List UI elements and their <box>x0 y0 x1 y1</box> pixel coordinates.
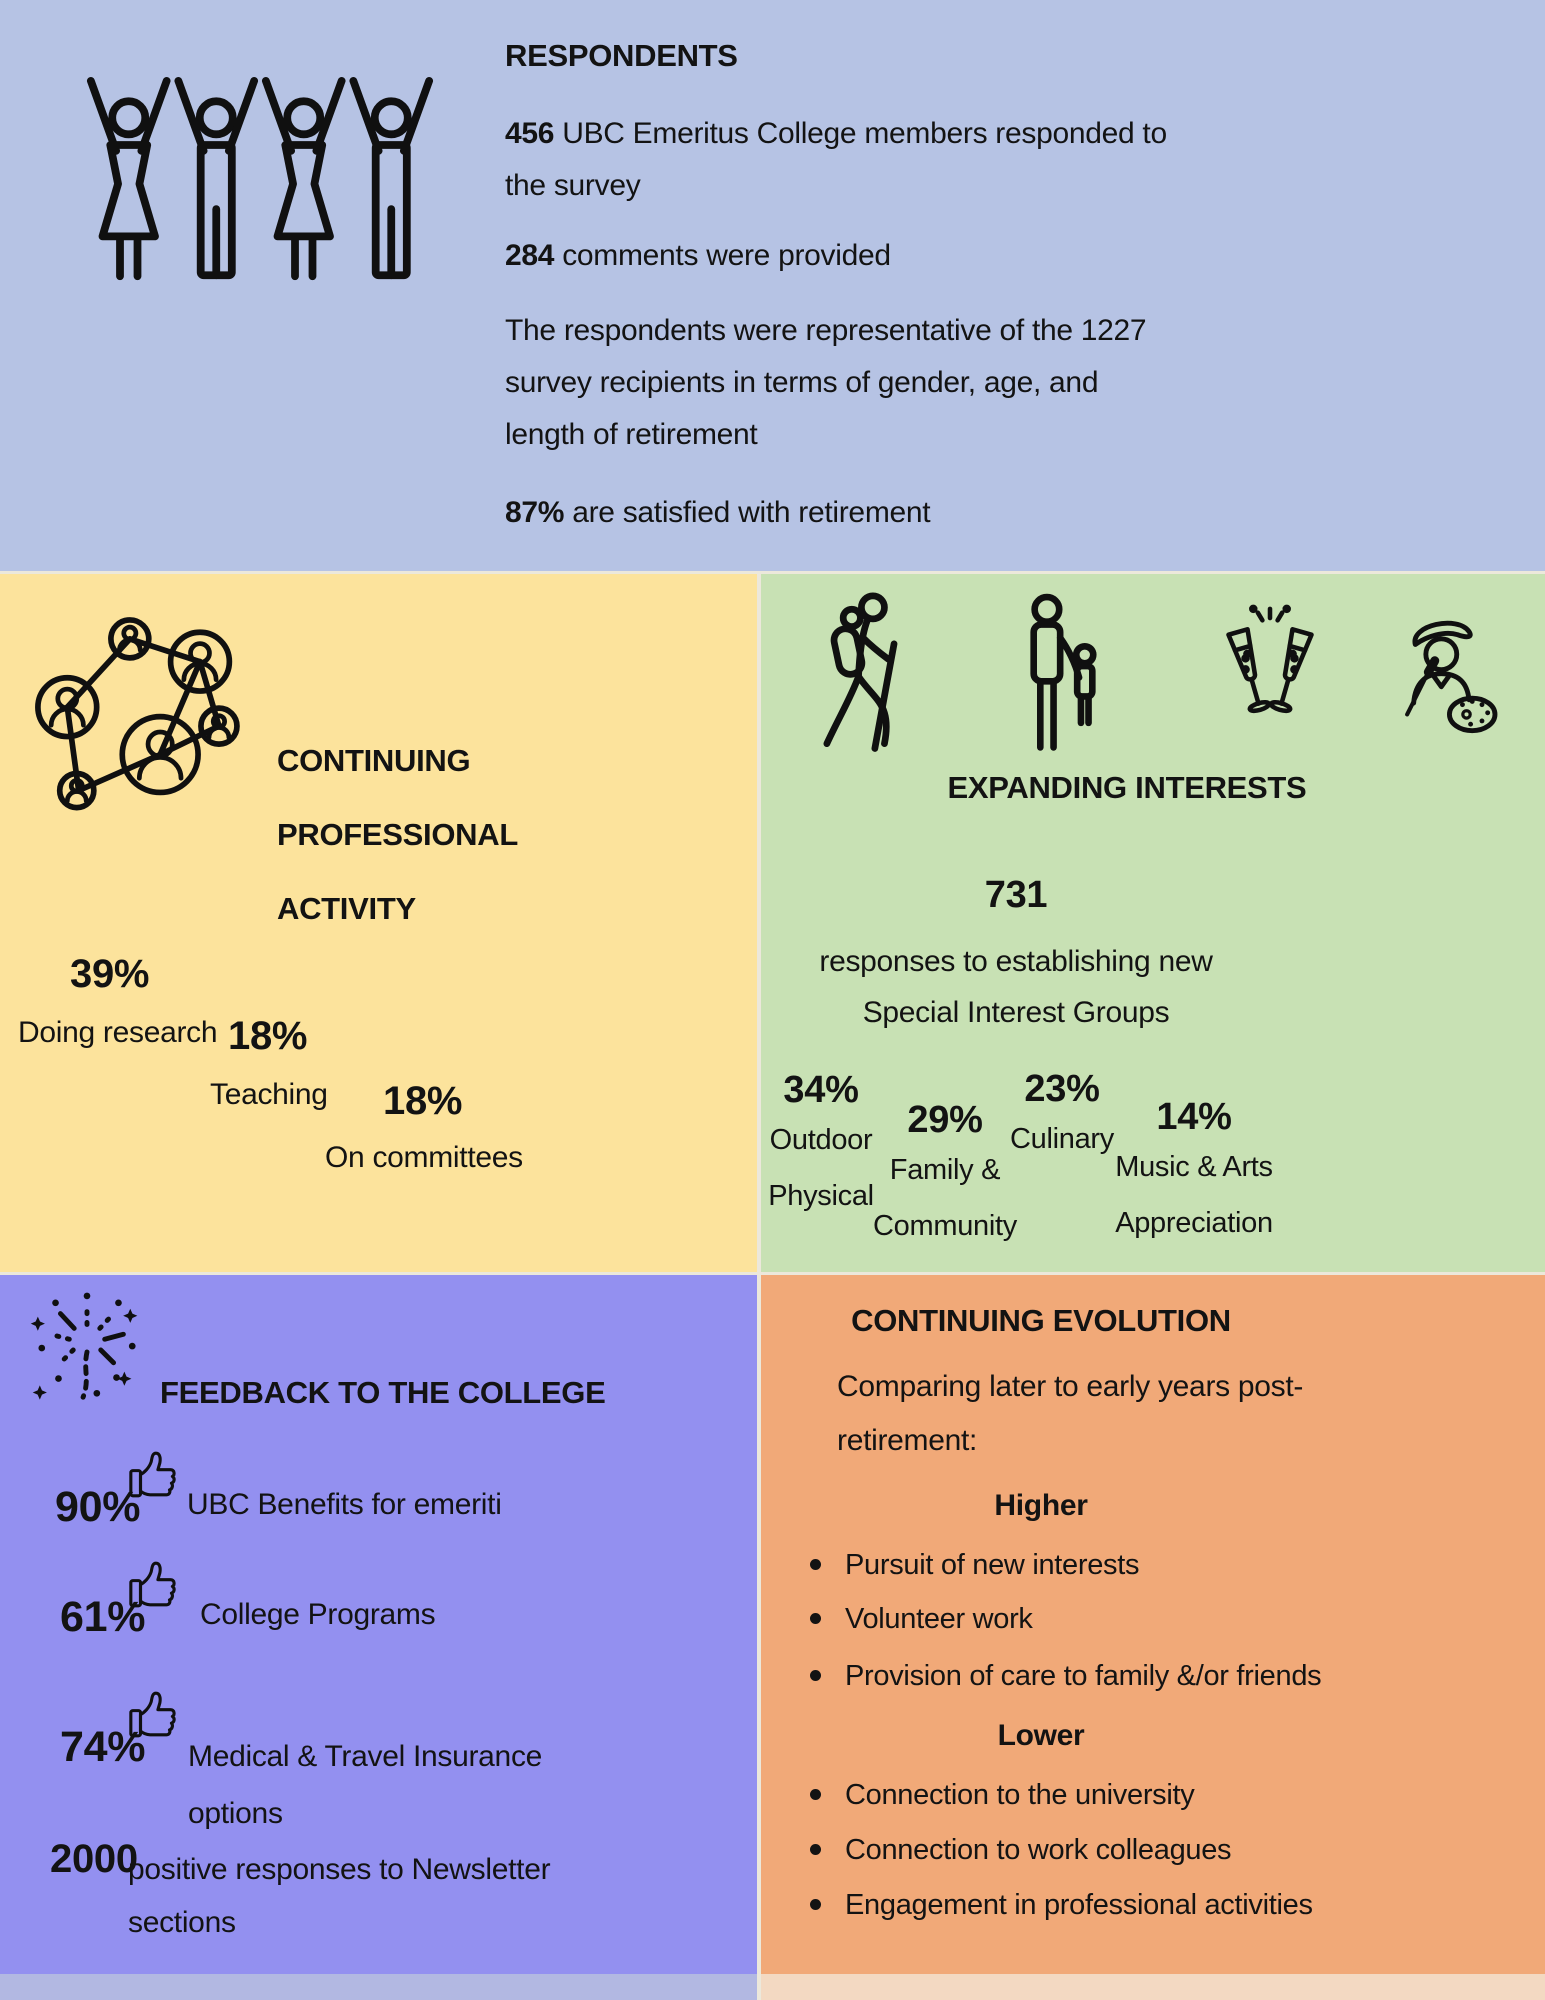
committees-percent: 18% <box>383 1079 463 1123</box>
network-people-icon <box>18 610 240 811</box>
professional-title: CONTINUING PROFESSIONAL ACTIVITY <box>277 724 518 946</box>
evolution-section: CONTINUING EVOLUTION Comparing later to … <box>761 1275 1545 2000</box>
bullet-text: Provision of care to family &/or friends <box>845 1660 1322 1692</box>
parent-child-icon <box>1011 593 1115 760</box>
bullet-text: Connection to the university <box>845 1779 1195 1811</box>
stat-text: The respondents were representative of t… <box>505 314 1147 451</box>
title-line: CONTINUING <box>277 743 471 778</box>
stat-value: 87% <box>505 496 565 529</box>
label-line: Music & Arts <box>1115 1151 1273 1183</box>
bullet-text: Pursuit of new interests <box>845 1549 1140 1581</box>
stat-label: Outdoor Physical <box>736 1112 906 1224</box>
evolution-intro: Comparing later to early years post-reti… <box>837 1370 1304 1457</box>
hiker-icon <box>813 592 929 760</box>
higher-item: Provision of care to family &/or friends <box>810 1656 1530 1696</box>
thumbs-up-icon <box>126 1687 184 1742</box>
headline-line: responses to establishing new <box>819 945 1213 978</box>
benefits-percent: 90% <box>55 1483 141 1531</box>
stat-value: 34% <box>783 1069 859 1111</box>
stat-label: Music & Arts Appreciation <box>1094 1139 1294 1251</box>
committees-label: On committees <box>325 1141 523 1174</box>
label-line: Family & <box>889 1154 1001 1186</box>
painter-icon <box>1386 602 1508 752</box>
respondents-stat-comments: 284 comments were provided <box>505 230 1185 282</box>
bullet-icon <box>810 1844 821 1855</box>
bullet-icon <box>810 1670 821 1681</box>
bullet-text: Engagement in professional activities <box>845 1889 1313 1921</box>
label-line: Outdoor <box>769 1124 873 1156</box>
bullet-text: Connection to work colleagues <box>845 1834 1232 1866</box>
insurance-label: Medical & Travel Insurance options <box>188 1740 543 1830</box>
stat-value: 29% <box>907 1099 983 1141</box>
label-line: Culinary <box>1010 1123 1114 1155</box>
interest-stat-music: 14% Music & Arts Appreciation <box>1094 1096 1294 1251</box>
stat-value: 14% <box>1156 1096 1232 1138</box>
interests-headline-value: 731 <box>984 874 1048 916</box>
stat-value: 456 <box>505 117 555 150</box>
lower-item: Connection to work colleagues <box>810 1830 1530 1870</box>
evolution-title: CONTINUING EVOLUTION <box>851 1303 1231 1338</box>
bullet-icon <box>810 1559 821 1570</box>
label-line: Community <box>873 1210 1017 1242</box>
interests-title: EXPANDING INTERESTS <box>947 770 1307 805</box>
stat-text: UBC Emeritus College members responded t… <box>505 117 1167 202</box>
professional-activity-section: CONTINUING PROFESSIONAL ACTIVITY 39% Doi… <box>0 574 757 1272</box>
higher-item: Pursuit of new interests <box>810 1545 1530 1585</box>
lower-item: Engagement in professional activities <box>810 1885 1530 1925</box>
title-line: ACTIVITY <box>277 891 416 926</box>
bullet-icon <box>810 1789 821 1800</box>
research-label: Doing research <box>18 1016 218 1049</box>
label-line: Physical <box>768 1180 874 1212</box>
page-edge-fade-right <box>761 1974 1545 2000</box>
expanding-interests-section: EXPANDING INTERESTS 731 responses to est… <box>761 574 1545 1272</box>
lower-label: Lower <box>997 1719 1085 1752</box>
higher-label: Higher <box>994 1489 1088 1522</box>
interests-headline: responses to establishing new Special In… <box>706 936 1326 1038</box>
newsletter-text: positive responses to Newsletter section… <box>128 1853 551 1939</box>
interest-stat-outdoor: 34% Outdoor Physical <box>736 1069 906 1224</box>
research-percent: 39% <box>70 952 150 996</box>
celebrating-people-icon <box>85 58 435 303</box>
respondents-stat-satisfied: 87% are satisfied with retirement <box>505 487 1185 539</box>
respondents-title: RESPONDENTS <box>505 38 738 73</box>
bullet-text: Volunteer work <box>845 1603 1033 1635</box>
newsletter-value: 2000 <box>50 1837 138 1881</box>
teaching-percent: 18% <box>228 1014 308 1058</box>
feedback-section: FEEDBACK TO THE COLLEGE 90% UBC Benefits… <box>0 1275 757 2000</box>
label-line: Appreciation <box>1115 1207 1273 1239</box>
bullet-icon <box>810 1613 821 1624</box>
benefits-label: UBC Benefits for emeriti <box>187 1488 502 1521</box>
page-edge-fade-left <box>0 1974 757 2000</box>
respondents-section: RESPONDENTS 456 UBC Emeritus College mem… <box>0 0 1545 571</box>
teaching-label: Teaching <box>210 1078 328 1111</box>
stat-text: comments were provided <box>562 239 891 272</box>
stat-label: Family & Community <box>860 1142 1030 1254</box>
interest-stat-family: 29% Family & Community <box>860 1099 1030 1254</box>
respondents-stat-representative: The respondents were representative of t… <box>505 305 1185 461</box>
stat-value: 284 <box>505 239 555 272</box>
thumbs-up-icon <box>126 1557 184 1612</box>
interest-stat-culinary: 23% Culinary <box>977 1068 1147 1167</box>
stat-text: are satisfied with retirement <box>572 496 931 529</box>
stat-value: 23% <box>1024 1068 1100 1110</box>
thumbs-up-icon <box>126 1447 184 1502</box>
champagne-toast-icon <box>1213 590 1327 754</box>
title-line: PROFESSIONAL <box>277 817 518 852</box>
bullet-icon <box>810 1899 821 1910</box>
programs-label: College Programs <box>200 1598 436 1631</box>
feedback-title: FEEDBACK TO THE COLLEGE <box>160 1375 606 1410</box>
fireworks-icon <box>28 1287 146 1415</box>
stat-label: Culinary <box>977 1111 1147 1167</box>
higher-item: Volunteer work <box>810 1599 1530 1639</box>
lower-item: Connection to the university <box>810 1775 1530 1815</box>
headline-line: Special Interest Groups <box>862 996 1170 1029</box>
respondents-stat-members: 456 UBC Emeritus College members respond… <box>505 108 1185 212</box>
